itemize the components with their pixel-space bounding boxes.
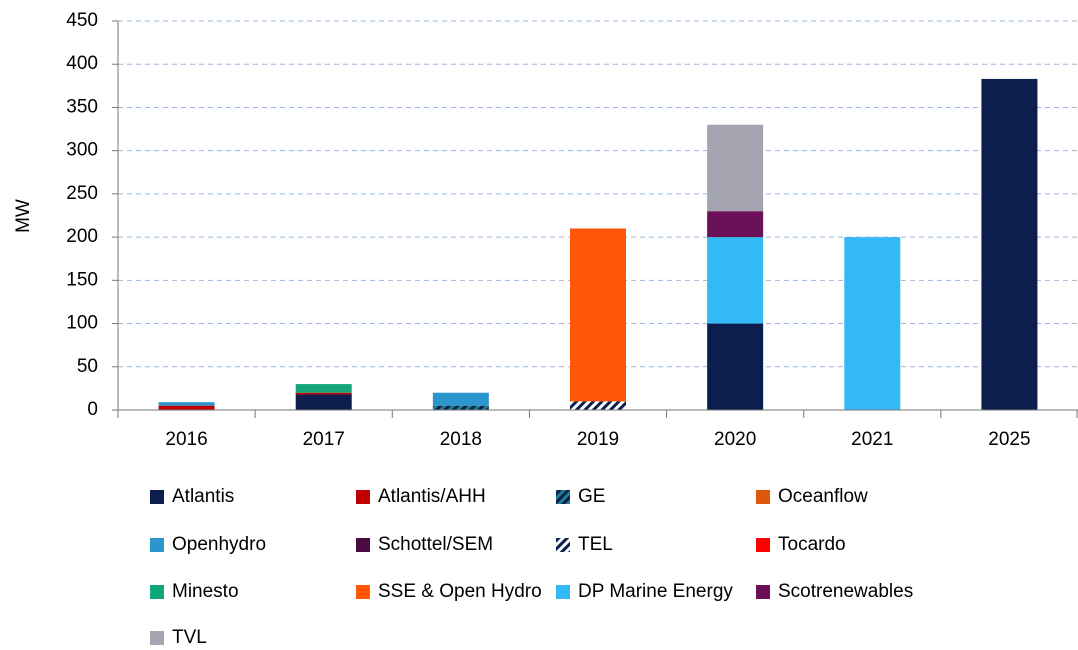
- legend-label: SSE & Open Hydro: [378, 581, 542, 602]
- y-tick-label: 450: [66, 10, 98, 31]
- legend-swatch: [556, 538, 570, 552]
- bar-segment: [432, 405, 489, 410]
- y-tick-label: 150: [66, 269, 98, 290]
- legend-swatch: [556, 490, 570, 504]
- y-tick-label: 0: [87, 399, 98, 420]
- legend-swatch: [356, 538, 370, 552]
- y-tick-label: 200: [66, 226, 98, 247]
- bar-segment: [844, 237, 901, 410]
- y-tick-label: 50: [77, 356, 98, 377]
- y-tick-label: 300: [66, 140, 98, 161]
- legend-swatch: [150, 490, 164, 504]
- x-tick-label: 2019: [577, 429, 619, 450]
- legend-swatch: [356, 490, 370, 504]
- legend-swatch: [756, 490, 770, 504]
- legend-label: Scotrenewables: [778, 581, 913, 602]
- bar-segment: [707, 211, 764, 238]
- bar-segment: [570, 228, 626, 402]
- legend-swatch: [150, 538, 164, 552]
- legend-swatch: [756, 585, 770, 599]
- bar-segment: [707, 124, 764, 212]
- legend-label: Atlantis: [172, 486, 234, 507]
- legend-swatch: [150, 585, 164, 599]
- x-tick-label: 2018: [440, 429, 482, 450]
- legend-label: Oceanflow: [778, 486, 868, 507]
- legend-label: DP Marine Energy: [578, 581, 733, 602]
- legend-swatch: [150, 631, 164, 645]
- x-tick-label: 2016: [165, 429, 207, 450]
- legend-label: Openhydro: [172, 534, 266, 555]
- legend-swatch: [756, 538, 770, 552]
- y-tick-label: 250: [66, 183, 98, 204]
- x-tick-label: 2017: [303, 429, 345, 450]
- y-axis-title: MW: [13, 199, 34, 233]
- legend-swatch: [556, 585, 570, 599]
- bar-segment: [981, 78, 1038, 410]
- bar-segment: [570, 401, 626, 410]
- x-tick-label: 2021: [851, 429, 893, 450]
- bar-segment: [295, 394, 352, 410]
- bar-segment: [158, 402, 215, 406]
- legend-label: Tocardo: [778, 534, 846, 555]
- legend-label: TVL: [172, 627, 207, 648]
- x-tick-label: 2025: [988, 429, 1030, 450]
- bar-segment: [158, 405, 215, 410]
- legend-label: GE: [578, 486, 605, 507]
- bar-segment: [707, 237, 764, 324]
- bar-segment: [295, 392, 352, 395]
- legend-label: Schottel/SEM: [378, 534, 493, 555]
- legend-swatch: [356, 585, 370, 599]
- legend-label: TEL: [578, 534, 613, 555]
- legend-label: Minesto: [172, 581, 239, 602]
- legend-label: Atlantis/AHH: [378, 486, 486, 507]
- bar-segment: [707, 323, 764, 410]
- y-tick-label: 100: [66, 313, 98, 334]
- bar-segment: [295, 384, 352, 393]
- x-tick-label: 2020: [714, 429, 756, 450]
- y-tick-label: 400: [66, 53, 98, 74]
- y-tick-label: 350: [66, 96, 98, 117]
- bar-segment: [432, 392, 489, 406]
